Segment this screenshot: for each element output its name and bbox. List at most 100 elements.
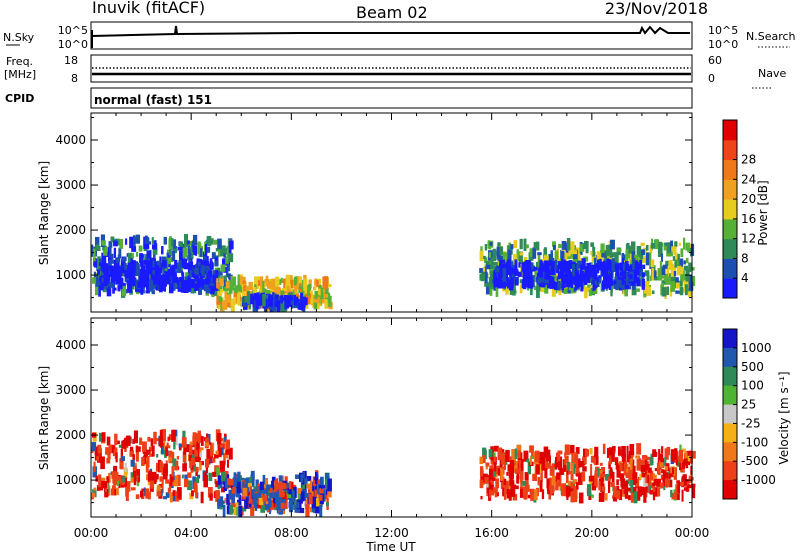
- velocity-echo-cell: [120, 448, 123, 462]
- velocity-echo-cell: [546, 478, 551, 489]
- velocity-echo-cell: [630, 492, 634, 503]
- velocity-echo-cell: [106, 458, 111, 464]
- velocity-echo-cell: [161, 429, 167, 442]
- power-echo-cell: [216, 278, 219, 289]
- power-echo-cell: [565, 250, 571, 257]
- power-echo-cell: [253, 284, 257, 289]
- velocity-colorbar-tick-label: 25: [741, 398, 756, 412]
- power-echo-cell: [579, 264, 583, 275]
- power-colorbar-tick-label: 8: [741, 251, 749, 265]
- velocity-echo-cell: [318, 485, 324, 489]
- power-echo-cell: [573, 274, 578, 286]
- power-echo-cell: [106, 276, 110, 285]
- power-echo-cell: [171, 250, 176, 262]
- power-echo-cell: [493, 269, 498, 280]
- velocity-echo-cell: [195, 456, 200, 463]
- power-echo-cell: [193, 268, 199, 274]
- power-echo-cell: [640, 256, 646, 263]
- power-echo-cell: [104, 269, 109, 276]
- velocity-colorbar-swatch: [723, 366, 737, 387]
- velocity-echo-cell: [514, 468, 520, 474]
- power-echo-cell: [670, 281, 676, 292]
- velocity-echo-cell: [211, 442, 215, 455]
- power-echo-cell: [185, 272, 191, 279]
- velocity-echo-cell: [93, 487, 97, 491]
- power-echo-cell: [190, 258, 193, 269]
- power-echo-cell: [527, 274, 533, 280]
- power-echo-cell: [585, 248, 589, 254]
- velocity-echo-cell: [591, 475, 595, 480]
- power-echo-cell: [606, 262, 610, 271]
- velocity-echo-cell: [519, 487, 525, 498]
- velocity-echo-cell: [575, 446, 580, 454]
- power-echo-cell: [622, 270, 627, 279]
- freq-strip: Freq. [MHz] 18 8 60 0 Nave: [4, 54, 786, 89]
- velocity-echo-cell: [568, 487, 571, 496]
- velocity-echo-cell: [600, 466, 605, 473]
- velocity-echo-cell: [629, 444, 635, 456]
- power-echo-cell: [678, 266, 684, 275]
- velocity-echo-cell: [613, 486, 617, 498]
- velocity-echo-cell: [556, 461, 559, 468]
- power-echo-cell: [299, 285, 302, 289]
- velocity-echo-cell: [270, 499, 273, 510]
- power-echo-cell: [614, 254, 619, 267]
- velocity-echo-cell: [268, 498, 272, 508]
- power-echo-cell: [630, 264, 634, 273]
- power-echo-cell: [188, 248, 191, 259]
- power-echo-cell: [536, 272, 541, 278]
- velocity-echo-cell: [571, 490, 576, 499]
- velocity-echo-cell: [686, 450, 690, 461]
- velocity-echo-cell: [618, 489, 623, 501]
- power-echo-cell: [519, 284, 523, 294]
- power-echo-cell: [221, 301, 226, 309]
- velocity-echo-cell: [242, 495, 246, 500]
- power-echo-cell: [603, 265, 607, 272]
- power-echo-cell: [572, 250, 577, 255]
- power-echo-cell: [145, 290, 150, 294]
- velocity-echo-cell: [564, 452, 567, 458]
- velocity-echo-cell: [537, 476, 541, 486]
- power-echo-cell: [208, 277, 211, 289]
- power-echo-cell: [546, 263, 550, 275]
- power-echo-cell: [303, 297, 308, 306]
- velocity-echo-cell: [223, 470, 229, 483]
- power-echo-cell: [326, 303, 330, 309]
- velocity-echo-cell: [278, 475, 283, 482]
- power-echo-cell: [531, 262, 534, 270]
- power-echo-cell: [217, 303, 223, 310]
- power-echo-cell: [675, 290, 680, 294]
- power-echo-cell: [497, 269, 502, 279]
- velocity-echo-cell: [195, 433, 200, 442]
- power-echo-cell: [273, 289, 278, 297]
- velocity-echo-cell: [521, 458, 524, 471]
- velocity-echo-cell: [578, 492, 584, 504]
- velocity-echo-cell: [229, 504, 233, 515]
- velocity-echo-cell: [91, 442, 97, 452]
- power-echo-cell: [598, 278, 602, 284]
- power-echo-cell: [288, 295, 293, 307]
- power-echo-cell: [605, 266, 609, 280]
- power-echo-cell: [551, 260, 556, 268]
- velocity-echo-cell: [519, 468, 524, 480]
- power-echo-cell: [153, 240, 157, 248]
- velocity-echo-cell: [681, 459, 686, 470]
- power-echo-cell: [508, 259, 511, 269]
- velocity-echo-cell: [165, 445, 171, 449]
- power-echo-cell: [307, 285, 310, 297]
- power-echo-cell: [502, 252, 508, 257]
- power-echo-cell: [290, 298, 294, 309]
- velocity-echo-cell: [324, 472, 330, 486]
- power-echo-cell: [545, 260, 549, 272]
- velocity-echo-cell: [306, 475, 312, 482]
- power-echo-cell: [561, 277, 567, 283]
- velocity-echo-cell: [659, 482, 664, 489]
- nsky-tick-top: 10^5: [58, 24, 88, 37]
- velocity-echo-cell: [510, 487, 515, 497]
- velocity-echo-cell: [295, 474, 300, 480]
- velocity-echo-cell: [516, 475, 520, 484]
- velocity-echo-cell: [524, 472, 529, 481]
- power-echo-cell: [483, 266, 487, 274]
- velocity-echo-cell: [616, 479, 619, 486]
- power-echo-cell: [690, 267, 695, 271]
